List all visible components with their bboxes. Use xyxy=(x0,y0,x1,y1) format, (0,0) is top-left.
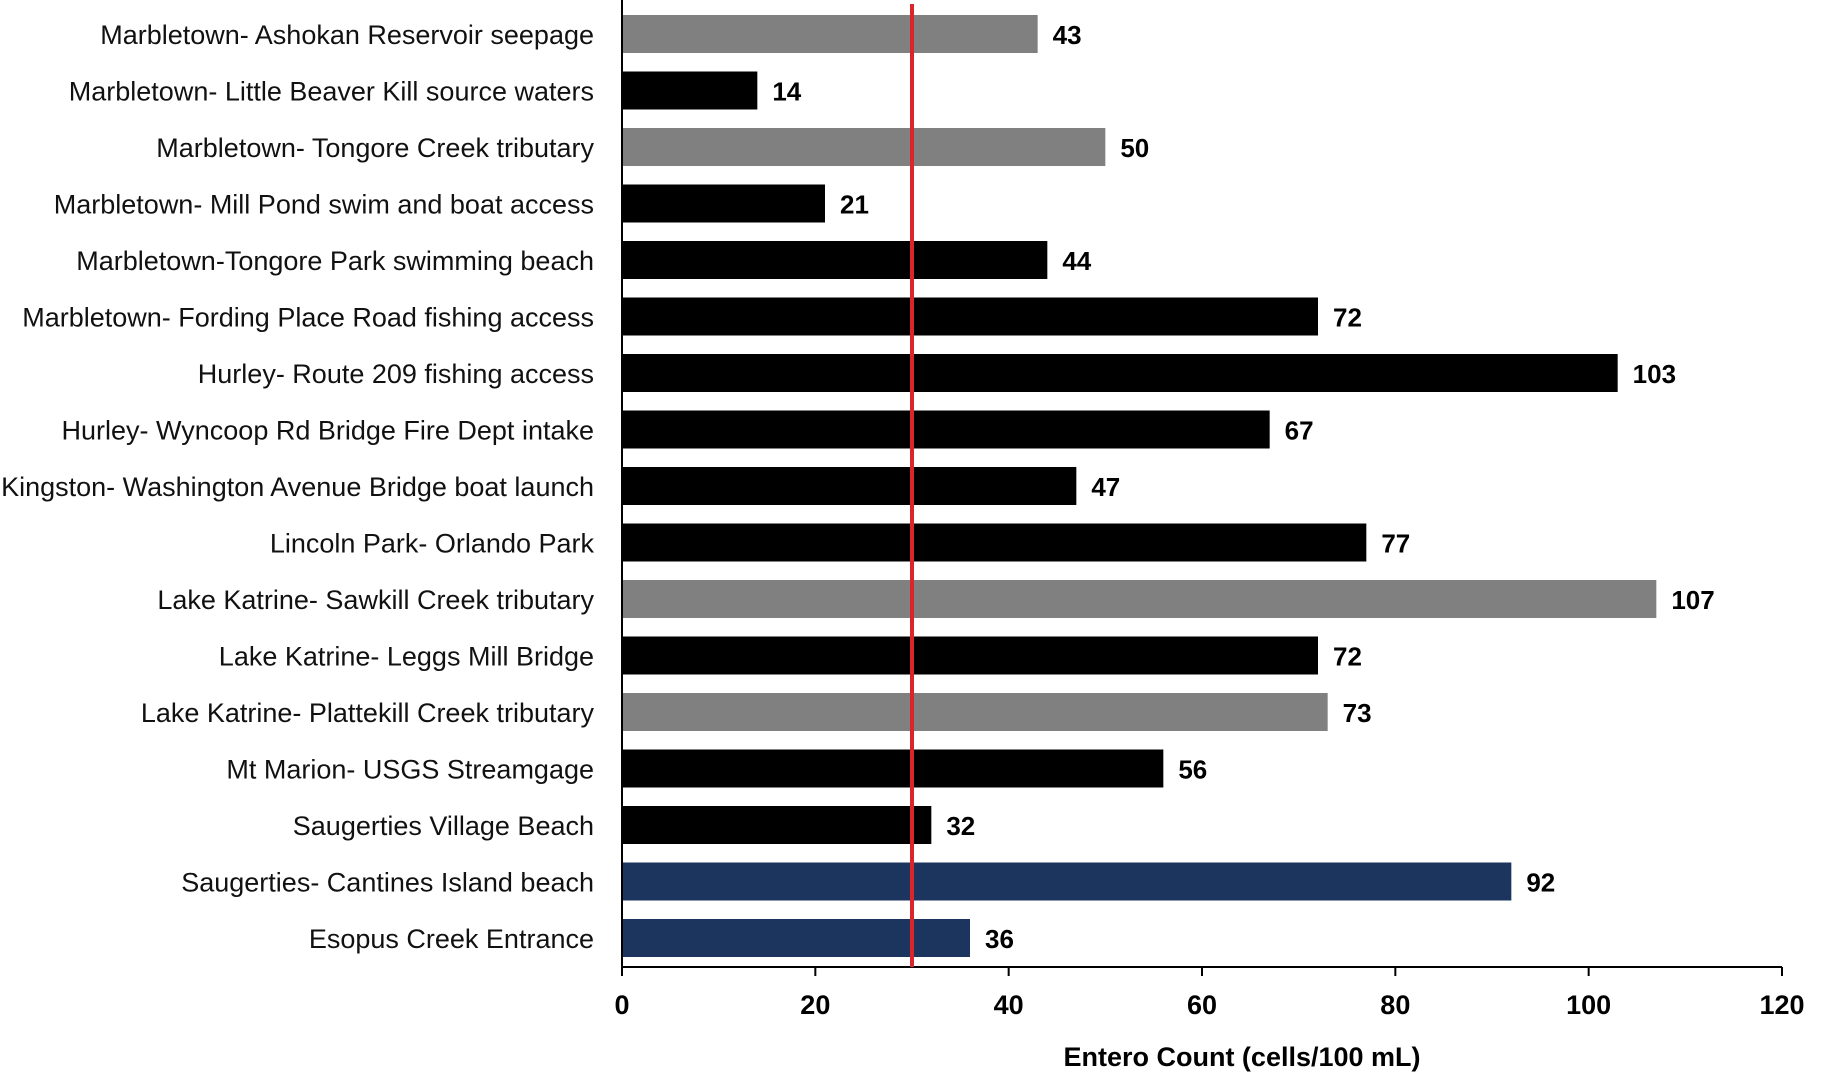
category-label-6: Hurley- Route 209 fishing access xyxy=(198,359,594,389)
value-label-12: 73 xyxy=(1343,698,1372,728)
x-tick-label-2: 40 xyxy=(994,990,1024,1020)
x-tick-label-3: 60 xyxy=(1187,990,1217,1020)
bar-5 xyxy=(622,297,1318,336)
value-label-4: 44 xyxy=(1062,246,1091,276)
category-label-2: Marbletown- Tongore Creek tributary xyxy=(156,133,594,163)
bar-4 xyxy=(622,241,1048,279)
category-label-15: Saugerties- Cantines Island beach xyxy=(181,868,594,898)
bar-15 xyxy=(622,862,1512,901)
bar-13 xyxy=(622,749,1164,788)
bar-11 xyxy=(622,636,1318,675)
bar-10 xyxy=(622,580,1657,618)
x-tick-label-1: 20 xyxy=(800,990,830,1020)
category-label-14: Saugerties Village Beach xyxy=(293,811,594,841)
bar-3 xyxy=(622,184,825,223)
value-label-13: 56 xyxy=(1178,755,1207,785)
category-label-13: Mt Marion- USGS Streamgage xyxy=(226,755,594,785)
value-label-6: 103 xyxy=(1633,359,1676,389)
bar-2 xyxy=(622,128,1106,166)
value-label-14: 32 xyxy=(946,811,975,841)
bar-14 xyxy=(622,806,932,844)
x-tick-label-6: 120 xyxy=(1759,990,1804,1020)
bar-16 xyxy=(622,919,970,957)
value-label-15: 92 xyxy=(1526,868,1555,898)
category-label-5: Marbletown- Fording Place Road fishing a… xyxy=(22,303,594,333)
value-labels-layer: 43 14 50 21 44 72 103 67 47 77 107 72 73 56 32 92 36 xyxy=(772,20,1714,954)
value-label-0: 43 xyxy=(1053,20,1082,50)
bars-layer xyxy=(622,15,1657,957)
value-label-2: 50 xyxy=(1120,133,1149,163)
bar-7 xyxy=(622,410,1270,449)
x-axis-title: Entero Count (cells/100 mL) xyxy=(1063,1042,1420,1072)
bar-9 xyxy=(622,523,1367,562)
value-label-16: 36 xyxy=(985,924,1014,954)
value-label-5: 72 xyxy=(1333,303,1362,333)
category-label-12: Lake Katrine- Plattekill Creek tributary xyxy=(141,698,595,728)
value-label-1: 14 xyxy=(772,77,801,107)
value-label-9: 77 xyxy=(1381,529,1410,559)
category-label-8: Kingston- Washington Avenue Bridge boat … xyxy=(1,472,594,502)
value-label-10: 107 xyxy=(1671,585,1714,615)
x-tick-label-0: 0 xyxy=(614,990,629,1020)
value-label-7: 67 xyxy=(1285,416,1314,446)
bar-8 xyxy=(622,467,1077,505)
value-label-3: 21 xyxy=(840,190,869,220)
category-label-4: Marbletown-Tongore Park swimming beach xyxy=(76,246,594,276)
category-label-11: Lake Katrine- Leggs Mill Bridge xyxy=(219,642,594,672)
category-label-7: Hurley- Wyncoop Rd Bridge Fire Dept inta… xyxy=(62,416,594,446)
value-label-8: 47 xyxy=(1091,472,1120,502)
bar-1 xyxy=(622,71,758,110)
category-label-10: Lake Katrine- Sawkill Creek tributary xyxy=(157,585,594,615)
bar-12 xyxy=(622,693,1328,731)
category-label-16: Esopus Creek Entrance xyxy=(309,924,594,954)
category-label-1: Marbletown- Little Beaver Kill source wa… xyxy=(69,77,594,107)
x-tick-label-4: 80 xyxy=(1380,990,1410,1020)
bar-6 xyxy=(622,354,1618,392)
x-tick-label-5: 100 xyxy=(1566,990,1611,1020)
category-labels-layer: Marbletown- Ashokan Reservoir seepage Mar… xyxy=(1,20,594,954)
bar-0 xyxy=(622,15,1038,53)
category-label-3: Marbletown- Mill Pond swim and boat acce… xyxy=(54,190,594,220)
x-axis: 0 20 40 60 80 100 120 xyxy=(614,0,1805,1020)
value-label-11: 72 xyxy=(1333,642,1362,672)
category-label-0: Marbletown- Ashokan Reservoir seepage xyxy=(100,20,594,50)
category-label-9: Lincoln Park- Orlando Park xyxy=(270,529,595,559)
